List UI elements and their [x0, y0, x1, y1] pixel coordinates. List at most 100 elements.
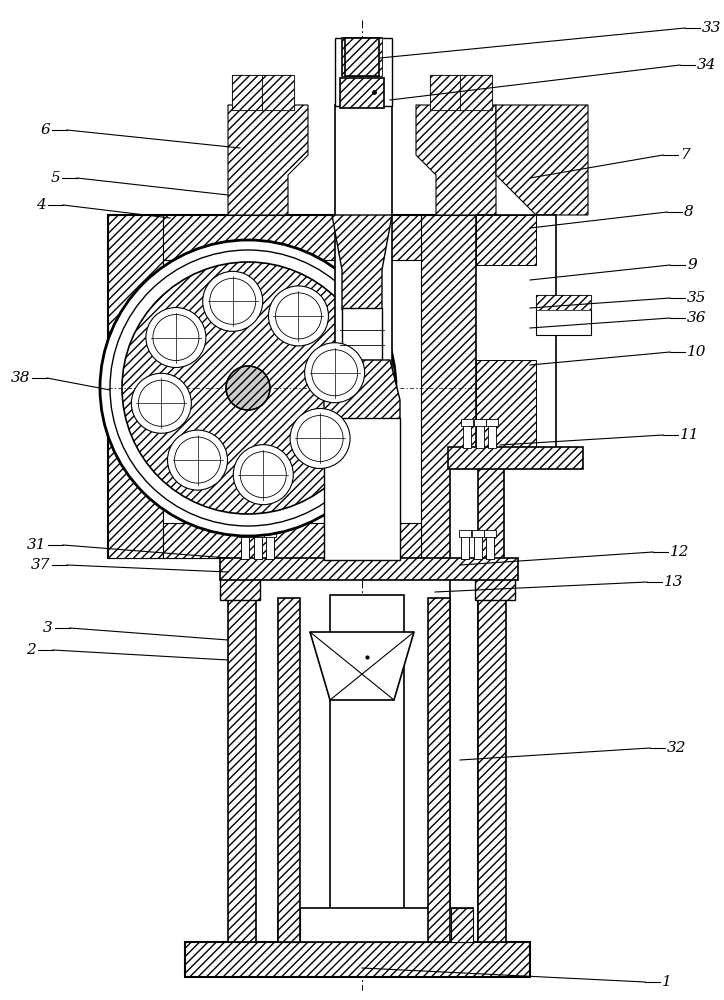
Bar — [474, 535, 482, 559]
Bar — [472, 530, 484, 537]
Bar — [430, 75, 462, 110]
Bar — [254, 535, 262, 559]
Polygon shape — [228, 105, 308, 215]
Bar — [330, 595, 404, 910]
Bar — [448, 447, 583, 469]
Bar — [262, 75, 294, 110]
Text: 5: 5 — [50, 171, 60, 185]
Text: 33: 33 — [702, 21, 722, 35]
Bar — [163, 523, 421, 558]
Bar — [228, 598, 256, 942]
Text: 32: 32 — [667, 741, 686, 755]
Bar — [476, 468, 504, 942]
Bar — [324, 418, 400, 560]
Bar — [254, 535, 262, 559]
Bar — [185, 942, 530, 977]
Bar — [345, 38, 379, 76]
Bar — [241, 535, 249, 559]
Bar — [239, 530, 251, 537]
Text: 35: 35 — [687, 291, 707, 305]
Bar — [335, 38, 392, 106]
Bar — [163, 215, 421, 260]
Bar — [241, 535, 249, 559]
Bar — [430, 75, 462, 110]
Bar — [163, 523, 421, 558]
Text: 10: 10 — [687, 345, 707, 359]
Bar — [463, 424, 471, 448]
Circle shape — [226, 366, 270, 410]
Bar — [342, 308, 382, 360]
Bar — [232, 75, 264, 110]
Bar — [476, 215, 536, 265]
Polygon shape — [332, 215, 392, 310]
Bar — [488, 424, 496, 448]
Bar — [448, 447, 583, 469]
Bar — [460, 75, 492, 110]
Bar — [232, 75, 264, 110]
Bar — [340, 78, 384, 108]
Bar — [460, 75, 492, 110]
Bar — [428, 598, 450, 942]
Bar — [266, 535, 274, 559]
Bar — [342, 38, 382, 76]
Polygon shape — [496, 105, 588, 215]
Bar — [484, 530, 496, 537]
Circle shape — [305, 343, 365, 403]
Bar — [476, 360, 536, 455]
Bar — [163, 215, 421, 260]
Bar — [108, 215, 476, 558]
Circle shape — [146, 308, 206, 368]
Bar — [108, 215, 163, 558]
Text: 34: 34 — [697, 58, 717, 72]
Bar — [278, 908, 473, 942]
Circle shape — [290, 408, 350, 468]
Bar — [476, 215, 536, 265]
Circle shape — [233, 445, 293, 505]
Bar — [262, 75, 294, 110]
Bar — [278, 598, 300, 942]
Text: 2: 2 — [26, 643, 36, 657]
Polygon shape — [416, 105, 496, 215]
Bar — [536, 295, 591, 310]
Bar — [252, 530, 264, 537]
Bar — [461, 535, 469, 559]
Text: 8: 8 — [684, 205, 694, 219]
Bar — [476, 424, 484, 448]
Bar — [266, 535, 274, 559]
Bar — [342, 38, 382, 76]
Text: 31: 31 — [27, 538, 46, 552]
Bar — [262, 75, 294, 110]
Polygon shape — [310, 632, 414, 700]
Bar — [421, 215, 476, 558]
Bar — [476, 360, 536, 455]
Bar — [228, 598, 256, 942]
Text: 3: 3 — [43, 621, 53, 635]
Bar — [430, 75, 462, 110]
Text: 13: 13 — [664, 575, 683, 589]
Text: 38: 38 — [11, 371, 30, 385]
Bar — [475, 578, 515, 600]
Bar — [478, 598, 506, 942]
Bar — [486, 535, 494, 559]
Bar — [461, 419, 473, 426]
Text: 9: 9 — [687, 258, 696, 272]
Circle shape — [167, 430, 227, 490]
Bar — [428, 598, 450, 942]
Bar — [461, 535, 469, 559]
Bar — [486, 419, 498, 426]
Text: 37: 37 — [30, 558, 50, 572]
Bar — [278, 598, 300, 942]
Bar — [475, 578, 515, 600]
Bar — [476, 215, 556, 455]
Bar — [345, 38, 379, 76]
Circle shape — [203, 271, 263, 331]
Bar — [476, 468, 504, 942]
Bar — [278, 908, 300, 942]
Circle shape — [131, 373, 191, 433]
Text: 6: 6 — [41, 123, 50, 137]
Bar — [335, 105, 392, 555]
Text: 4: 4 — [36, 198, 46, 212]
Circle shape — [269, 286, 329, 346]
Bar — [421, 215, 476, 558]
Bar — [108, 215, 163, 558]
